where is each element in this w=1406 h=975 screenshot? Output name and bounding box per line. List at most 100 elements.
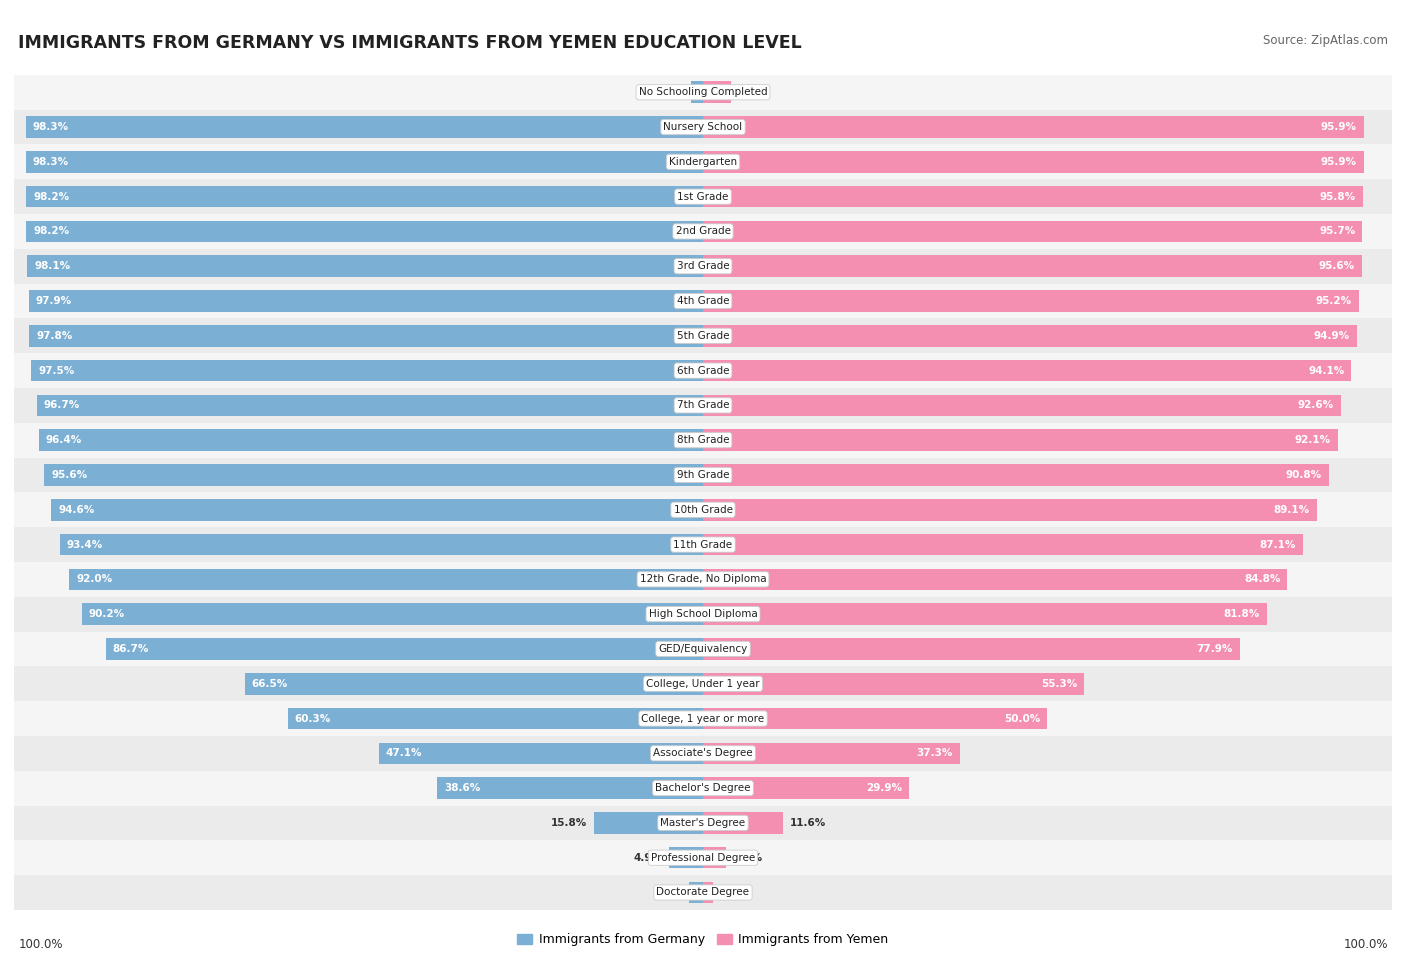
Bar (31, 360, 703, 381)
Text: 2.1%: 2.1% (652, 887, 682, 898)
Text: 89.1%: 89.1% (1274, 505, 1310, 515)
Text: 3rd Grade: 3rd Grade (676, 261, 730, 271)
Bar (37, 395, 703, 416)
Bar (437, 777, 703, 799)
Text: 92.1%: 92.1% (1295, 435, 1330, 446)
Text: 1.8%: 1.8% (655, 87, 683, 98)
Text: 2nd Grade: 2nd Grade (675, 226, 731, 236)
Bar (703, 708, 1047, 729)
Bar (14, 562, 1392, 597)
Text: 98.3%: 98.3% (32, 122, 69, 132)
Text: 4.1%: 4.1% (738, 87, 768, 98)
Text: 38.6%: 38.6% (444, 783, 481, 793)
Text: High School Diploma: High School Diploma (648, 609, 758, 619)
Bar (27, 186, 703, 208)
Text: 87.1%: 87.1% (1260, 539, 1296, 550)
Bar (703, 847, 727, 869)
Bar (28, 291, 703, 312)
Text: 77.9%: 77.9% (1197, 644, 1233, 654)
Bar (14, 736, 1392, 770)
Bar (245, 673, 703, 694)
Bar (690, 82, 703, 103)
Bar (14, 597, 1392, 632)
Bar (703, 325, 1357, 346)
Text: Doctorate Degree: Doctorate Degree (657, 887, 749, 898)
Bar (703, 639, 1240, 660)
Text: Nursery School: Nursery School (664, 122, 742, 132)
Bar (27, 220, 703, 242)
Text: 98.2%: 98.2% (34, 192, 69, 202)
Text: 95.9%: 95.9% (1320, 122, 1357, 132)
Text: Kindergarten: Kindergarten (669, 157, 737, 167)
Bar (45, 464, 703, 486)
Text: College, Under 1 year: College, Under 1 year (647, 679, 759, 688)
Bar (703, 291, 1358, 312)
Bar (378, 743, 703, 764)
Bar (703, 568, 1288, 590)
Bar (703, 464, 1329, 486)
Bar (105, 639, 703, 660)
Bar (25, 151, 703, 173)
Text: 29.9%: 29.9% (866, 783, 903, 793)
Bar (595, 812, 703, 834)
Bar (14, 666, 1392, 701)
Text: 5th Grade: 5th Grade (676, 331, 730, 341)
Text: 97.9%: 97.9% (35, 296, 72, 306)
Bar (14, 701, 1392, 736)
Bar (14, 423, 1392, 457)
Text: 3.4%: 3.4% (734, 853, 762, 863)
Bar (14, 284, 1392, 319)
Bar (689, 881, 703, 903)
Bar (14, 109, 1392, 144)
Text: 92.6%: 92.6% (1298, 401, 1334, 410)
Bar (14, 805, 1392, 840)
Text: 10th Grade: 10th Grade (673, 505, 733, 515)
Text: 92.0%: 92.0% (76, 574, 112, 584)
Bar (59, 533, 703, 556)
Text: 1st Grade: 1st Grade (678, 192, 728, 202)
Text: GED/Equivalency: GED/Equivalency (658, 644, 748, 654)
Bar (703, 533, 1303, 556)
Bar (14, 179, 1392, 214)
Text: 1.4%: 1.4% (720, 887, 748, 898)
Bar (14, 527, 1392, 562)
Bar (703, 429, 1337, 451)
Bar (27, 255, 703, 277)
Bar (703, 220, 1362, 242)
Text: 94.6%: 94.6% (58, 505, 94, 515)
Text: Bachelor's Degree: Bachelor's Degree (655, 783, 751, 793)
Bar (51, 499, 703, 521)
Bar (703, 743, 960, 764)
Text: 4.9%: 4.9% (633, 853, 662, 863)
Text: 100.0%: 100.0% (1343, 938, 1388, 951)
Text: 90.8%: 90.8% (1285, 470, 1322, 480)
Text: 15.8%: 15.8% (551, 818, 588, 828)
Bar (703, 777, 910, 799)
Bar (14, 75, 1392, 109)
Bar (14, 632, 1392, 666)
Text: 95.9%: 95.9% (1320, 157, 1357, 167)
Text: 12th Grade, No Diploma: 12th Grade, No Diploma (640, 574, 766, 584)
Bar (703, 812, 783, 834)
Text: 4th Grade: 4th Grade (676, 296, 730, 306)
Bar (14, 214, 1392, 249)
Bar (14, 388, 1392, 423)
Bar (14, 457, 1392, 492)
Text: 37.3%: 37.3% (917, 749, 953, 759)
Bar (14, 144, 1392, 179)
Text: Associate's Degree: Associate's Degree (654, 749, 752, 759)
Bar (669, 847, 703, 869)
Bar (39, 429, 703, 451)
Text: 84.8%: 84.8% (1244, 574, 1281, 584)
Bar (14, 840, 1392, 876)
Text: 95.2%: 95.2% (1316, 296, 1353, 306)
Text: 47.1%: 47.1% (385, 749, 422, 759)
Text: 60.3%: 60.3% (294, 714, 330, 723)
Bar (703, 395, 1341, 416)
Legend: Immigrants from Germany, Immigrants from Yemen: Immigrants from Germany, Immigrants from… (512, 928, 894, 952)
Text: 6th Grade: 6th Grade (676, 366, 730, 375)
Bar (288, 708, 703, 729)
Text: 11.6%: 11.6% (790, 818, 827, 828)
Text: 50.0%: 50.0% (1004, 714, 1040, 723)
Bar (14, 353, 1392, 388)
